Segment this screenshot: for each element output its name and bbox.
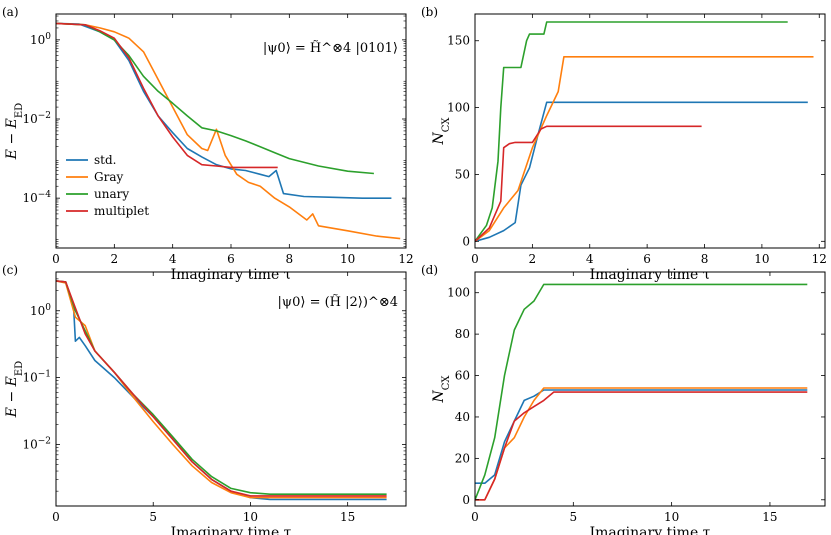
state-annotation: |ψ0⟩ = H̃^⊗4 |0101⟩ [263, 40, 398, 56]
series-line-unary [475, 21, 788, 242]
series-line-unary [56, 22, 374, 175]
y-tick-label: 10−2 [22, 111, 51, 126]
x-tick-label: 10 [340, 252, 355, 266]
y-tick-label: 100 [30, 303, 51, 318]
y-tick-label: 100 [447, 101, 470, 115]
series-line-multiplet [56, 280, 387, 497]
plot-area [56, 280, 387, 501]
x-tick-label: 4 [169, 252, 177, 266]
y-tick-label: 0 [462, 234, 470, 248]
x-tick-label: 12 [812, 252, 827, 266]
series-line-unary [475, 283, 808, 501]
legend-label: multiplet [94, 204, 149, 218]
x-axis-label: Imaginary time τ [171, 267, 292, 283]
legend-label: std. [94, 153, 116, 167]
y-tick-label: 10−2 [22, 436, 51, 451]
y-tick-label: 50 [455, 167, 470, 181]
x-tick-label: 15 [762, 510, 777, 524]
x-axis-label: Imaginary time τ [590, 267, 711, 283]
x-axis-label: Imaginary time τ [590, 525, 711, 535]
x-axis-label: Imaginary time τ [171, 525, 292, 535]
x-tick-label: 0 [52, 252, 60, 266]
series-line-gray [475, 387, 808, 501]
x-tick-label: 6 [227, 252, 235, 266]
y-tick-label: 40 [455, 410, 470, 424]
legend-label: unary [94, 187, 129, 201]
y-tick-label: 10−1 [22, 370, 51, 385]
x-tick-label: 0 [471, 510, 479, 524]
y-axis-label: NCX [431, 375, 452, 404]
series-line-std [56, 280, 387, 501]
series-line-std [475, 101, 808, 243]
y-axis-label: E − EED [4, 103, 25, 160]
axes-frame [474, 271, 826, 507]
x-tick-label: 2 [111, 252, 119, 266]
series-line-gray [56, 280, 387, 499]
plot-area [475, 21, 814, 243]
x-tick-label: 10 [243, 510, 258, 524]
series-line-gray [56, 22, 401, 240]
y-tick-label: 100 [447, 286, 470, 300]
x-tick-label: 4 [586, 252, 594, 266]
x-tick-label: 6 [643, 252, 651, 266]
series-line-gray [475, 55, 814, 242]
y-tick-label: 150 [447, 34, 470, 48]
plot-area [56, 22, 401, 240]
axes-frame [55, 271, 407, 507]
y-axis-label: NCX [431, 117, 452, 146]
x-tick-label: 2 [529, 252, 537, 266]
x-tick-label: 8 [701, 252, 709, 266]
x-tick-label: 5 [569, 510, 577, 524]
panel-label: (a) [2, 5, 19, 19]
panel-label: (c) [2, 263, 18, 277]
y-tick-label: 20 [455, 451, 470, 465]
y-tick-label: 80 [455, 327, 470, 341]
panel-b: 0 2 4 6 8 10 12 0 50 100 150 Imaginary time τ NCX (b) [421, 5, 827, 283]
x-tick-label: 15 [340, 510, 355, 524]
x-tick-label: 5 [149, 510, 157, 524]
series-line-std [475, 389, 808, 485]
panel-label: (b) [421, 5, 438, 19]
x-tick-label: 12 [398, 252, 413, 266]
series-line-multiplet [475, 125, 702, 242]
y-axis-label: E − EED [4, 361, 25, 418]
panel-c: 0 5 10 15 100 10−1 10−2 Imaginary time τ E − EED… [2, 263, 407, 535]
plot-area [475, 283, 808, 501]
state-annotation: |ψ0⟩ = (H̃ |2⟩)^⊗4 [278, 294, 398, 310]
y-tick-label: 60 [455, 369, 470, 383]
axes-frame [474, 13, 826, 249]
series-line-multiplet [475, 391, 808, 501]
x-tick-label: 0 [52, 510, 60, 524]
panel-label: (d) [421, 263, 438, 277]
series-line-std [56, 22, 392, 199]
x-tick-label: 10 [664, 510, 679, 524]
x-tick-label: 8 [286, 252, 294, 266]
y-tick-label: 10−4 [22, 190, 51, 205]
x-tick-label: 10 [754, 252, 769, 266]
x-tick-label: 0 [471, 252, 479, 266]
panel-d: 0 5 10 15 0 20 40 60 80 100 Imaginary time τ NCX (d) [421, 263, 826, 535]
legend-label: Gray [94, 170, 123, 184]
series-line-unary [56, 280, 387, 496]
series-line-multiplet [56, 22, 278, 169]
y-tick-label: 0 [462, 493, 470, 507]
panel-a: 0 2 4 6 8 10 12 100 10−2 10−4 Imaginary time τ E − … [2, 5, 414, 283]
y-tick-label: 100 [30, 32, 51, 47]
